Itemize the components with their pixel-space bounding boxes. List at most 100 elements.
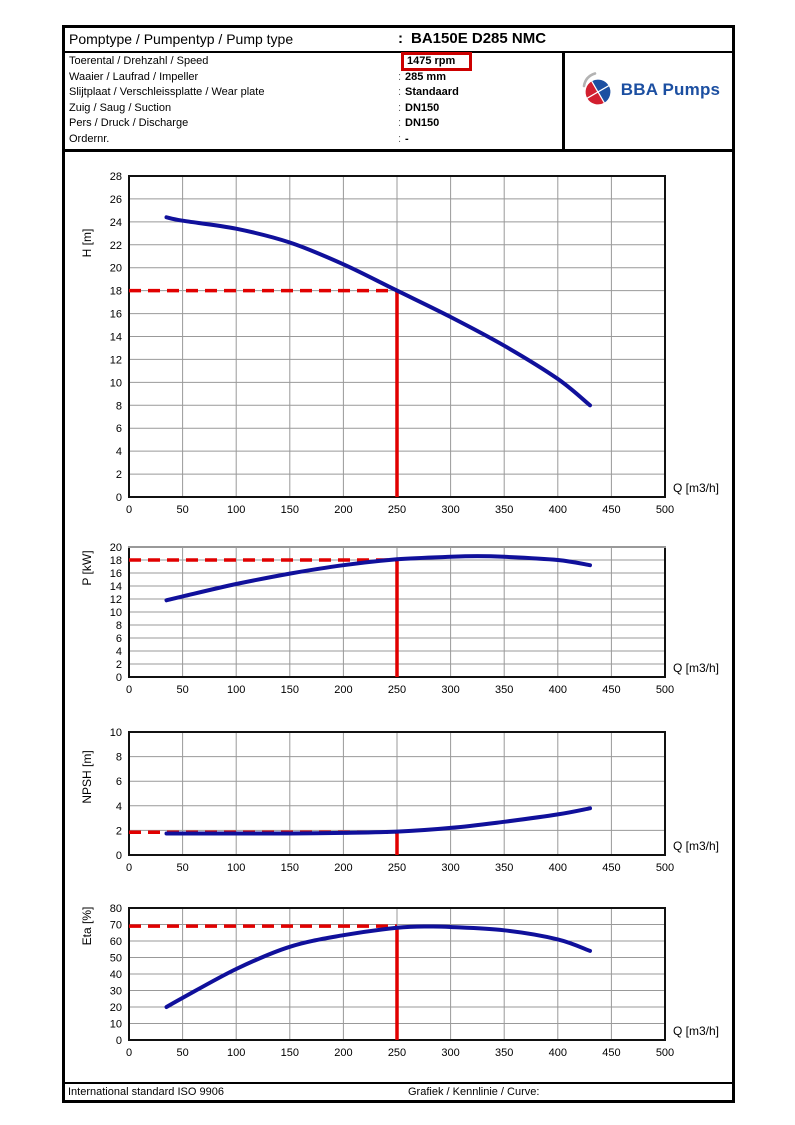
x-axis-tick-labels: 0 50 100 150 200 250 300 350 400 450 500 — [126, 1047, 674, 1059]
colon-separator: : — [398, 132, 402, 145]
svg-text:20: 20 — [110, 1002, 122, 1014]
pump-curve — [164, 924, 592, 1009]
colon-separator: : — [398, 30, 403, 47]
svg-text:0: 0 — [126, 504, 132, 516]
efficiency-chart: 0 10 20 30 40 50 60 70 80 0 50 100 150 200 250 300 350 40… — [80, 903, 719, 1059]
discharge-label: Pers / Druck / Discharge — [69, 117, 189, 130]
spec-rows: Toerental / Drehzahl / Speed :1475 rpm W… — [65, 52, 565, 149]
svg-text:28: 28 — [110, 171, 122, 183]
svg-text:500: 500 — [656, 504, 674, 516]
speed-label: Toerental / Drehzahl / Speed — [69, 55, 209, 67]
svg-text:350: 350 — [495, 1047, 513, 1059]
svg-text:20: 20 — [110, 263, 122, 275]
discharge-value: DN150 — [405, 117, 440, 130]
svg-text:16: 16 — [110, 568, 122, 580]
svg-text:30: 30 — [110, 986, 122, 998]
svg-text:22: 22 — [110, 240, 122, 252]
y-axis-label: H [m] — [80, 229, 94, 258]
svg-text:100: 100 — [227, 1047, 245, 1059]
svg-text:4: 4 — [116, 646, 122, 658]
svg-text:12: 12 — [110, 354, 122, 366]
logo-cell: BBA Pumps — [565, 53, 735, 149]
x-axis-tick-labels: 0 50 100 150 200 250 300 350 400 450 500 — [126, 684, 674, 696]
svg-text:450: 450 — [602, 1047, 620, 1059]
svg-text:0: 0 — [116, 1035, 122, 1047]
svg-text:400: 400 — [549, 1047, 567, 1059]
datasheet-frame: Pomptype / Pumpentyp / Pump type : BA150E… — [62, 25, 735, 1103]
svg-text:300: 300 — [441, 1047, 459, 1059]
pump-type-row: Pomptype / Pumpentyp / Pump type : BA150E… — [65, 28, 732, 53]
svg-text:80: 80 — [110, 903, 122, 915]
svg-text:50: 50 — [176, 862, 188, 874]
pump-curve — [164, 554, 592, 603]
svg-text:6: 6 — [116, 776, 122, 788]
svg-text:150: 150 — [281, 1047, 299, 1059]
order-number-value: - — [405, 132, 409, 145]
svg-text:250: 250 — [388, 504, 406, 516]
svg-text:50: 50 — [176, 1047, 188, 1059]
impeller-value: 285 mm — [405, 70, 446, 83]
svg-text:250: 250 — [388, 862, 406, 874]
svg-text:400: 400 — [549, 684, 567, 696]
svg-text:0: 0 — [126, 684, 132, 696]
svg-text:10: 10 — [110, 377, 122, 389]
svg-text:40: 40 — [110, 969, 122, 981]
svg-text:6: 6 — [116, 633, 122, 645]
order-number-label: Ordernr. — [69, 132, 110, 145]
svg-text:300: 300 — [441, 684, 459, 696]
svg-text:150: 150 — [281, 684, 299, 696]
suction-label: Zuig / Saug / Suction — [69, 101, 172, 114]
svg-text:200: 200 — [334, 862, 352, 874]
svg-text:24: 24 — [110, 217, 122, 229]
spec-table: Toerental / Drehzahl / Speed :1475 rpm W… — [65, 52, 735, 152]
svg-text:10: 10 — [110, 1019, 122, 1031]
svg-text:8: 8 — [116, 400, 122, 412]
svg-text:18: 18 — [110, 286, 122, 298]
svg-text:100: 100 — [227, 684, 245, 696]
speed-value: 1475 rpm — [407, 55, 456, 67]
speed-highlight-box: 1475 rpm — [401, 52, 473, 71]
footer-bar: International standard ISO 9906 Grafiek … — [65, 1082, 732, 1100]
svg-text:400: 400 — [549, 862, 567, 874]
svg-text:50: 50 — [176, 684, 188, 696]
spec-row-speed: Toerental / Drehzahl / Speed :1475 rpm — [65, 52, 562, 71]
svg-text:450: 450 — [602, 684, 620, 696]
svg-text:500: 500 — [656, 862, 674, 874]
svg-text:2: 2 — [116, 659, 122, 671]
svg-text:4: 4 — [116, 801, 122, 813]
spec-row-suction: Zuig / Saug / Suction : DN150 — [65, 101, 562, 117]
svg-text:300: 300 — [441, 862, 459, 874]
svg-text:250: 250 — [388, 684, 406, 696]
svg-text:10: 10 — [110, 607, 122, 619]
svg-text:0: 0 — [126, 1047, 132, 1059]
svg-text:200: 200 — [334, 504, 352, 516]
svg-text:12: 12 — [110, 594, 122, 606]
spec-row-discharge: Pers / Druck / Discharge : DN150 — [65, 116, 562, 132]
wear-plate-label: Slijtplaat / Verschleissplatte / Wear pl… — [69, 86, 265, 99]
logo-wordmark: BBA Pumps — [620, 80, 721, 99]
svg-text:500: 500 — [656, 684, 674, 696]
svg-text:0: 0 — [126, 862, 132, 874]
x-axis-label: Q [m3/h] — [673, 481, 719, 495]
svg-text:8: 8 — [116, 752, 122, 764]
svg-text:200: 200 — [334, 1047, 352, 1059]
svg-text:150: 150 — [281, 862, 299, 874]
pump-type-text: BA150E D285 NMC — [411, 30, 547, 47]
colon-separator: : — [398, 70, 402, 83]
bba-pumps-logo: BBA Pumps — [580, 71, 720, 109]
x-axis-label: Q [m3/h] — [673, 839, 719, 853]
svg-text:350: 350 — [495, 862, 513, 874]
svg-text:16: 16 — [110, 309, 122, 321]
svg-text:18: 18 — [110, 555, 122, 567]
impeller-logo-icon — [582, 72, 612, 106]
svg-text:450: 450 — [602, 504, 620, 516]
svg-text:100: 100 — [227, 504, 245, 516]
colon-separator: : — [398, 117, 402, 130]
pump-type-value: : BA150E D285 NMC — [398, 30, 546, 47]
colon-separator: : — [398, 101, 402, 114]
svg-text:14: 14 — [110, 332, 122, 344]
